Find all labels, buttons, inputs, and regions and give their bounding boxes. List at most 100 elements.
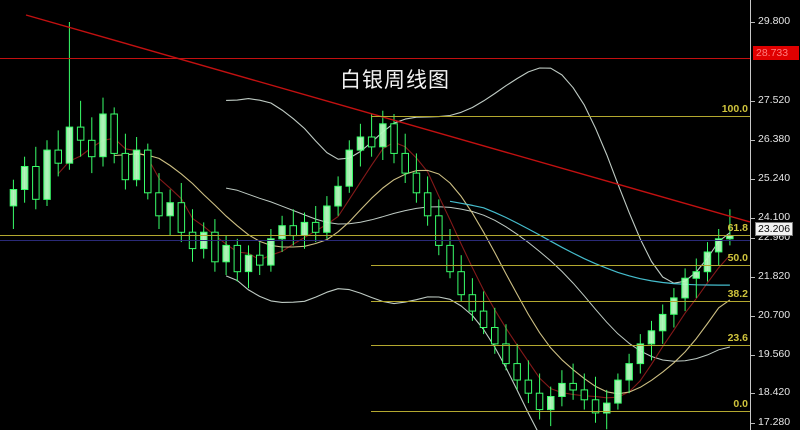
axis-tick — [751, 393, 755, 394]
candle-body — [155, 192, 163, 217]
axis-tick-label: 17.280 — [758, 416, 791, 428]
axis-tick — [751, 355, 755, 356]
axis-tick — [751, 22, 755, 23]
chart-plot-area[interactable] — [0, 0, 750, 430]
descending-trendline — [25, 14, 750, 223]
candle-body — [323, 205, 331, 233]
axis-tick — [751, 238, 755, 239]
candle-body — [65, 126, 74, 164]
fib-level-line — [371, 301, 750, 302]
axis-tick-label: 19.560 — [758, 348, 791, 360]
candle-body — [591, 399, 600, 414]
axis-tick-label: 25.240 — [758, 172, 791, 184]
axis-tick-label: 29.800 — [758, 15, 791, 27]
fib-level-line — [0, 235, 750, 236]
candle-body — [435, 215, 443, 246]
axis-tick — [751, 277, 755, 278]
candle-body — [446, 244, 454, 273]
axis-tick-label: 24.100 — [758, 211, 791, 223]
candle-body — [177, 202, 186, 233]
axis-tick-label: 18.420 — [758, 386, 791, 398]
axis-tick — [751, 140, 755, 141]
candle-body — [714, 238, 723, 253]
candle-body — [356, 136, 365, 151]
candle-body — [54, 149, 62, 164]
candle-body — [614, 379, 622, 404]
indicator-line — [226, 67, 731, 284]
candle-body — [502, 343, 510, 365]
candle-body — [345, 149, 353, 187]
candle-body — [278, 225, 286, 240]
candle-body — [256, 254, 264, 266]
candle-body — [144, 149, 152, 194]
axis-tick — [751, 316, 755, 317]
candle-body — [423, 192, 432, 217]
candle-body — [244, 254, 253, 273]
candle-body — [658, 313, 667, 332]
indicator-line — [449, 200, 730, 286]
candle-body — [300, 221, 309, 236]
candle-body — [121, 152, 130, 181]
alert-price-badge: 28.733 — [753, 46, 799, 60]
candle-body — [468, 294, 477, 312]
fib-level-label: 0.0 — [733, 398, 748, 410]
candle-body — [88, 139, 96, 158]
candle-body — [569, 382, 577, 391]
axis-tick-label: 20.700 — [758, 309, 791, 321]
candlestick-canvas — [9, 14, 750, 430]
candle-body — [625, 363, 633, 381]
candle-body — [647, 330, 656, 345]
candle-body — [670, 297, 678, 315]
last-price-badge: 23.206 — [755, 222, 794, 236]
candle-body — [267, 238, 275, 266]
axis-tick-label: 27.520 — [758, 94, 791, 106]
fib-level-label: 38.2 — [727, 288, 748, 300]
candle-body — [636, 343, 645, 365]
candle-body — [222, 244, 230, 263]
fib-level-label: 23.6 — [727, 332, 748, 344]
candle-body — [99, 113, 107, 158]
candle-body — [110, 113, 118, 154]
axis-tick-label: 22.960 — [758, 231, 791, 243]
secondary-level-line — [0, 240, 750, 241]
axis-tick — [751, 423, 755, 424]
fib-level-line — [371, 265, 750, 266]
candle-body — [334, 185, 342, 207]
candlestick-series — [9, 22, 734, 430]
candle-body — [535, 392, 544, 411]
candle-body — [20, 166, 29, 190]
candle-body — [513, 363, 521, 381]
fib-level-label: 50.0 — [727, 252, 748, 264]
axis-tick — [751, 179, 755, 180]
candle-body — [692, 271, 700, 279]
candle-body — [367, 136, 376, 148]
candle-body — [9, 189, 18, 207]
fib-level-line — [371, 345, 750, 346]
candle-body — [132, 149, 141, 181]
candle-body — [412, 172, 421, 194]
fib-level-line — [371, 411, 750, 412]
candle-body — [32, 166, 40, 200]
candle-body — [311, 221, 320, 233]
candle-body — [703, 251, 712, 273]
axis-tick-label: 26.380 — [758, 133, 791, 145]
horizontal-resistance-line — [0, 58, 750, 59]
candle-body — [547, 396, 555, 411]
axis-tick — [751, 101, 755, 102]
candle-body — [379, 123, 387, 148]
candle-body — [558, 382, 566, 397]
price-axis[interactable]: 29.800 27.520 26.380 25.240 24.100 22.960 21.8… — [750, 0, 800, 430]
candle-body — [681, 277, 689, 299]
candle-body — [43, 149, 51, 200]
candle-body — [233, 244, 242, 273]
candle-body — [211, 231, 219, 263]
candle-body — [76, 126, 85, 141]
candle-body — [401, 152, 409, 174]
fib-level-line — [371, 116, 750, 117]
axis-tick-label: 21.820 — [758, 270, 791, 282]
candle-body — [491, 327, 499, 345]
fib-level-label: 61.8 — [727, 222, 748, 234]
page-title: 白银周线图 — [340, 68, 450, 92]
axis-tick — [751, 218, 755, 219]
